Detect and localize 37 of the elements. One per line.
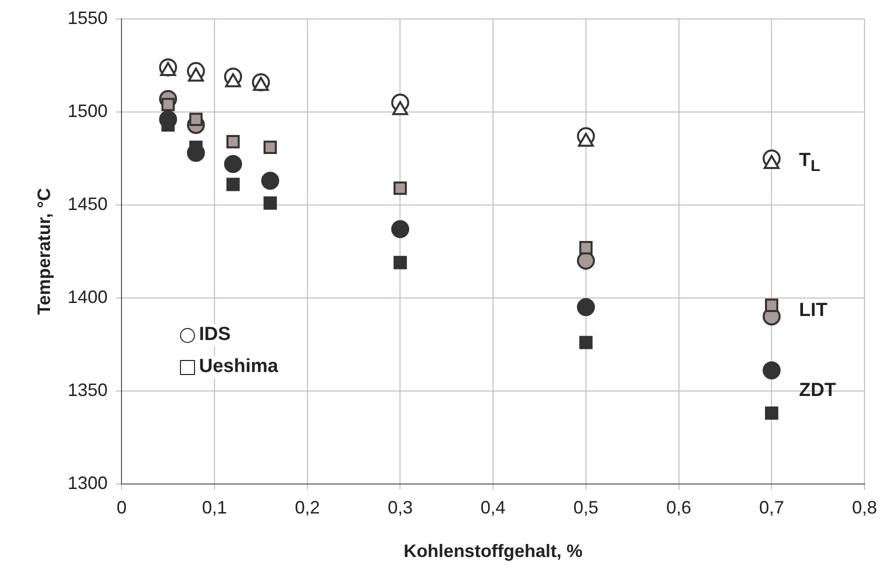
point xyxy=(576,298,595,316)
y-tick-label: 1300 xyxy=(68,472,108,493)
point xyxy=(226,178,240,192)
point xyxy=(264,196,277,210)
annotation: LIT xyxy=(799,300,828,322)
point xyxy=(261,172,280,190)
y-axis-title: Temperatur, °C xyxy=(34,188,54,315)
point xyxy=(391,220,410,238)
point xyxy=(264,140,277,154)
y-tick-label: 1450 xyxy=(68,194,108,214)
point xyxy=(764,298,778,312)
x-tick-label: 0,7 xyxy=(759,498,784,518)
x-tick-label: 0,4 xyxy=(480,498,506,518)
point xyxy=(579,336,593,350)
point xyxy=(226,135,240,148)
point xyxy=(394,182,407,195)
point xyxy=(394,256,407,270)
point xyxy=(579,241,593,254)
x-tick-label: 0,1 xyxy=(202,498,228,518)
annotation: Ueshima xyxy=(199,356,278,378)
point xyxy=(764,406,778,420)
x-tick-label: 0,5 xyxy=(573,498,598,518)
x-axis-title: Kohlenstoffgehalt, % xyxy=(404,541,583,562)
annotation: T$_{L}$ xyxy=(799,150,820,176)
x-tick-label: 0 xyxy=(116,498,127,518)
x-tick-label: 0,2 xyxy=(294,498,320,518)
y-tick-label: 1400 xyxy=(68,286,108,307)
annotation: ZDT xyxy=(799,380,836,402)
x-tick-label: 0,3 xyxy=(388,498,413,518)
x-tick-label: 0,8 xyxy=(852,498,878,518)
point xyxy=(762,361,781,380)
annotation: IDS xyxy=(199,324,231,346)
point xyxy=(224,155,242,174)
y-tick-label: 1500 xyxy=(68,100,108,121)
x-tick-label: 0,6 xyxy=(666,498,692,518)
y-tick-label: 1350 xyxy=(68,380,108,400)
y-tick-label: 1550 xyxy=(68,8,108,28)
